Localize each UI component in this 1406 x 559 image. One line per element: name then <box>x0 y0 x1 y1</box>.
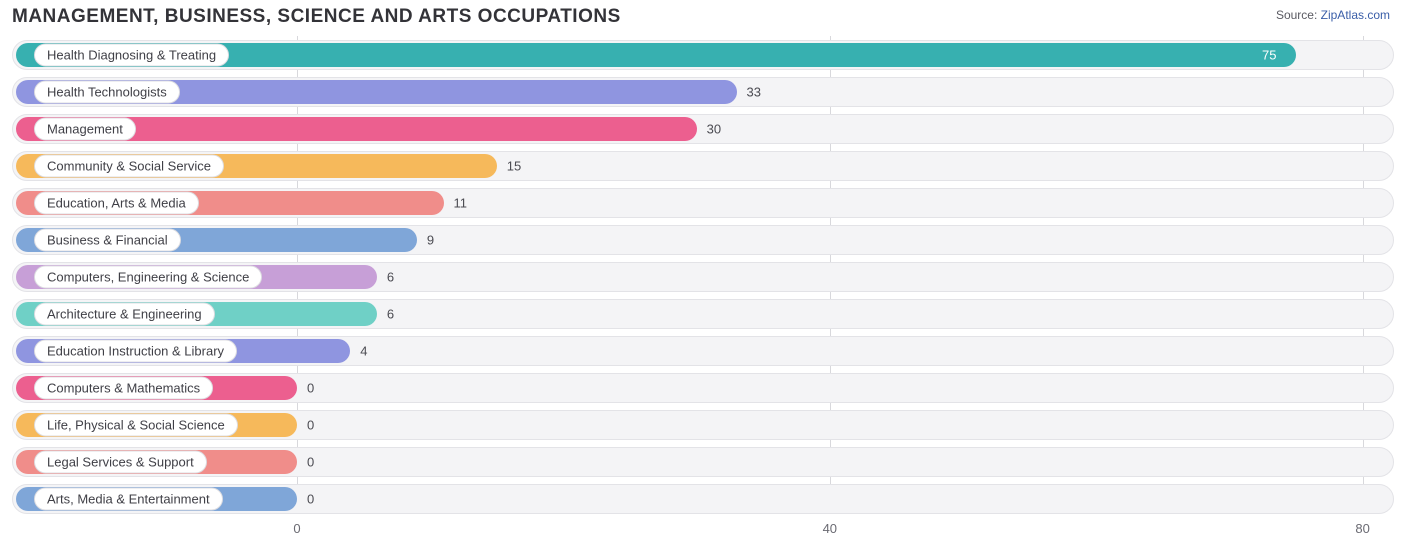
bar-row: Health Technologists 33 <box>12 75 1394 109</box>
source-link[interactable]: ZipAtlas.com <box>1321 8 1390 22</box>
bar-row: Architecture & Engineering 6 <box>12 297 1394 331</box>
bar-label: Legal Services & Support <box>34 451 207 474</box>
bar-value: 0 <box>307 381 314 396</box>
x-tick: 40 <box>823 521 837 536</box>
bar-value: 6 <box>387 270 394 285</box>
bar-label: Arts, Media & Entertainment <box>34 488 223 511</box>
chart: Health Diagnosing & Treating 75 Health Tec… <box>12 36 1394 530</box>
bar-value: 30 <box>707 122 721 137</box>
bar-value: 11 <box>454 196 468 211</box>
bar-row: Community & Social Service 15 <box>12 149 1394 183</box>
bar-row: Legal Services & Support 0 <box>12 445 1394 479</box>
source-prefix: Source: <box>1276 8 1321 22</box>
bar-label: Management <box>34 118 136 141</box>
bar-value: 15 <box>507 159 521 174</box>
bar-row: Arts, Media & Entertainment 0 <box>12 482 1394 516</box>
source-credit: Source: ZipAtlas.com <box>1276 6 1390 22</box>
bar-value: 9 <box>427 233 434 248</box>
bar-label: Health Technologists <box>34 81 180 104</box>
bar-label: Education, Arts & Media <box>34 192 199 215</box>
bar-row: Computers & Mathematics 0 <box>12 371 1394 405</box>
x-tick: 80 <box>1355 521 1369 536</box>
bar-label: Computers, Engineering & Science <box>34 266 262 289</box>
bar-value: 6 <box>387 307 394 322</box>
bar-row: Education Instruction & Library 4 <box>12 334 1394 368</box>
bar-row: Education, Arts & Media 11 <box>12 186 1394 220</box>
chart-title: MANAGEMENT, BUSINESS, SCIENCE AND ARTS O… <box>12 6 621 28</box>
bar-row: Business & Financial 9 <box>12 223 1394 257</box>
bar-label: Community & Social Service <box>34 155 224 178</box>
bar-row: Health Diagnosing & Treating 75 <box>12 38 1394 72</box>
bar-label: Computers & Mathematics <box>34 377 213 400</box>
bar-value: 4 <box>360 344 367 359</box>
bar-label: Education Instruction & Library <box>34 340 237 363</box>
x-axis: 0 40 80 <box>12 519 1394 541</box>
bar-value: 0 <box>307 455 314 470</box>
bars-container: Health Diagnosing & Treating 75 Health Tec… <box>12 36 1394 516</box>
x-tick: 0 <box>293 521 300 536</box>
bar-value: 0 <box>307 418 314 433</box>
plot-area: Health Diagnosing & Treating 75 Health Tec… <box>12 36 1394 530</box>
bar-row: Life, Physical & Social Science 0 <box>12 408 1394 442</box>
bar-value: 0 <box>307 492 314 507</box>
bar-label: Business & Financial <box>34 229 181 252</box>
bar-row: Management 30 <box>12 112 1394 146</box>
bar-label: Life, Physical & Social Science <box>34 414 238 437</box>
bar-label: Health Diagnosing & Treating <box>34 44 229 67</box>
bar-label: Architecture & Engineering <box>34 303 215 326</box>
header: MANAGEMENT, BUSINESS, SCIENCE AND ARTS O… <box>0 0 1406 28</box>
bar-row: Computers, Engineering & Science 6 <box>12 260 1394 294</box>
bar-value: 75 <box>1262 48 1276 63</box>
bar-value: 33 <box>747 85 761 100</box>
